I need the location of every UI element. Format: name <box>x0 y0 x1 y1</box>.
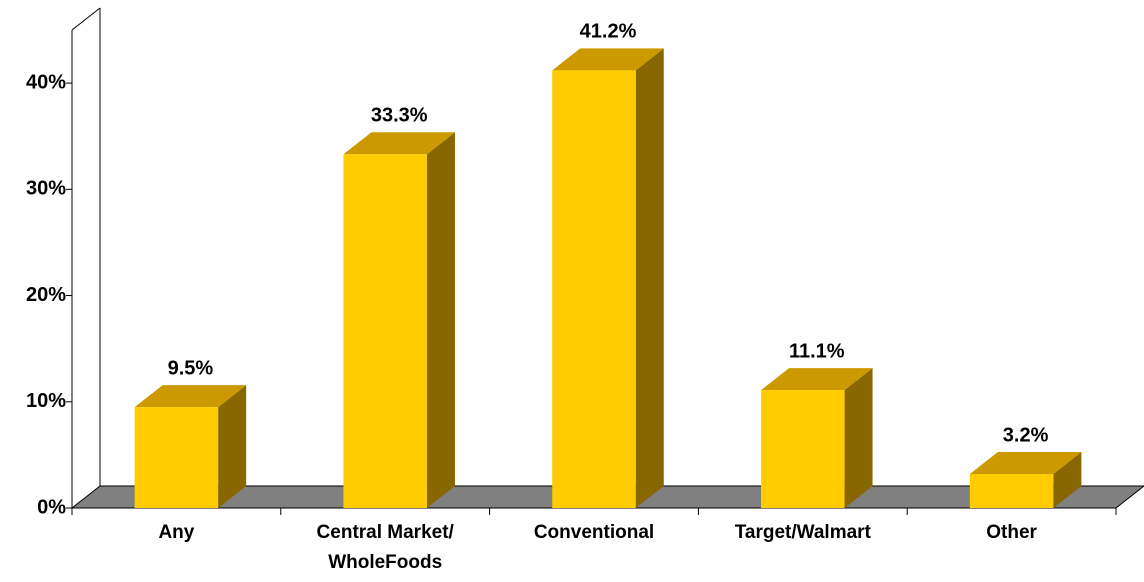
y-tick-label: 40% <box>26 71 66 93</box>
bar-side <box>426 132 455 508</box>
bar <box>761 390 845 508</box>
y-tick-label: 20% <box>26 284 66 306</box>
bar-side <box>844 368 873 508</box>
data-label: 33.3% <box>371 105 428 127</box>
y-tick-label: 30% <box>26 178 66 200</box>
bar-side <box>218 385 247 508</box>
data-label: 11.1% <box>789 340 845 362</box>
bar <box>969 474 1054 508</box>
data-label: 41.2% <box>580 21 637 43</box>
x-tick-label: Central Market/ WholeFoods <box>316 522 454 573</box>
x-tick-label: Other <box>986 522 1037 543</box>
bar-side <box>1053 452 1082 508</box>
bar-top <box>969 452 1082 475</box>
y-tick-label: 10% <box>26 390 66 412</box>
data-label: 9.5% <box>168 357 214 379</box>
bar-top <box>343 132 455 155</box>
x-tick-label: Target/Walmart <box>734 522 871 543</box>
x-tick-label: Any <box>158 522 195 543</box>
bar-top <box>761 368 873 391</box>
data-label: 3.2% <box>1003 424 1049 446</box>
y-tick-label: 0% <box>37 496 66 518</box>
bar-side <box>635 48 664 509</box>
wall-top-edge <box>71 7 101 31</box>
bar <box>134 407 219 508</box>
bar-top <box>552 48 664 71</box>
bar <box>552 70 636 508</box>
bar-top <box>134 385 247 408</box>
bar <box>343 154 427 508</box>
x-tick-label: Conventional <box>533 522 655 543</box>
